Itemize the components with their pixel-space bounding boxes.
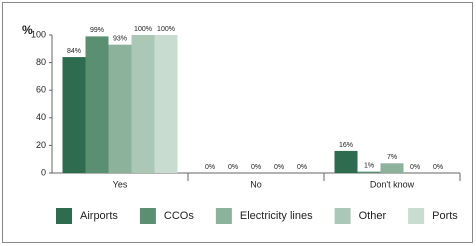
value-label: 0% bbox=[205, 164, 215, 171]
value-label: 16% bbox=[339, 142, 353, 149]
bar bbox=[85, 36, 109, 173]
legend-swatch bbox=[56, 208, 72, 224]
y-tick-label: 100 bbox=[31, 29, 46, 39]
x-tick-label: Don't know bbox=[370, 179, 415, 189]
value-label: 0% bbox=[274, 164, 284, 171]
value-label: 100% bbox=[134, 26, 152, 33]
bar bbox=[154, 35, 178, 173]
value-label: 7% bbox=[387, 154, 397, 161]
x-tick-label: No bbox=[250, 179, 262, 189]
legend-label: Other bbox=[359, 210, 387, 222]
bar bbox=[380, 163, 404, 173]
value-label: 100% bbox=[157, 26, 175, 33]
bar bbox=[131, 35, 155, 173]
y-tick-label: 0 bbox=[41, 167, 46, 177]
y-tick-label: 40 bbox=[36, 112, 46, 122]
value-label: 84% bbox=[67, 48, 81, 55]
value-label: 0% bbox=[228, 164, 238, 171]
legend-label: Electricity lines bbox=[240, 210, 313, 222]
value-label: 1% bbox=[364, 162, 374, 169]
frame bbox=[2, 2, 473, 243]
legend-swatch bbox=[408, 208, 425, 224]
value-label: 0% bbox=[297, 164, 307, 171]
value-label: 93% bbox=[113, 36, 127, 43]
value-label: 0% bbox=[433, 164, 443, 171]
value-label: 0% bbox=[410, 164, 420, 171]
bar bbox=[357, 171, 381, 173]
value-label: 0% bbox=[251, 164, 261, 171]
legend-swatch bbox=[215, 208, 232, 224]
legend-swatch bbox=[139, 208, 156, 224]
bar bbox=[62, 57, 86, 173]
legend-label: Ports bbox=[432, 210, 458, 222]
y-tick-label: 20 bbox=[36, 140, 46, 150]
legend-label: Airports bbox=[80, 210, 118, 222]
value-label: 99% bbox=[90, 27, 104, 34]
x-tick-label: Yes bbox=[113, 179, 128, 189]
bar bbox=[334, 150, 358, 173]
y-tick-label: 60 bbox=[36, 85, 46, 95]
y-axis-label: % bbox=[22, 23, 33, 37]
legend-label: CCOs bbox=[164, 210, 194, 222]
y-tick-label: 80 bbox=[36, 57, 46, 67]
legend-swatch bbox=[334, 208, 351, 224]
bar bbox=[108, 44, 132, 173]
